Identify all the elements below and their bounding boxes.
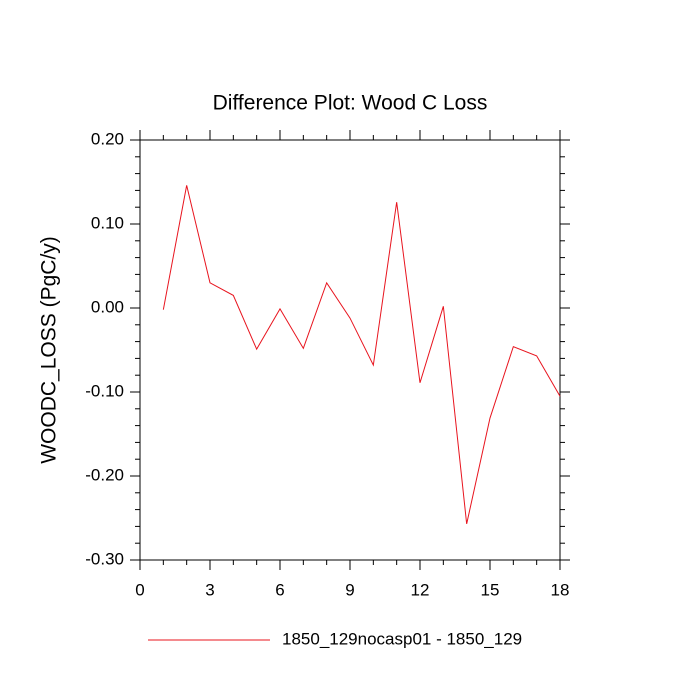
data-line (162, 185, 561, 524)
legend-label: 1850_129nocasp01 - 1850_129 (282, 629, 522, 648)
x-tick-label: 6 (275, 580, 284, 599)
y-tick-label: 0.20 (91, 129, 124, 148)
y-tick-label: -0.20 (85, 465, 124, 484)
plot-frame (139, 139, 561, 561)
y-axis-label: WOODC_LOSS (PgC/y) (38, 236, 61, 464)
x-tick-label: 15 (481, 580, 500, 599)
y-tick-label: 0.10 (91, 213, 124, 232)
y-tick-label: -0.30 (85, 549, 124, 568)
y-tick-label: -0.10 (85, 381, 124, 400)
chart-title: Difference Plot: Wood C Loss (213, 92, 488, 115)
x-tick-label: 9 (345, 580, 354, 599)
y-tick-label: 0.00 (91, 297, 124, 316)
x-tick-label: 3 (205, 580, 214, 599)
x-tick-label: 0 (135, 580, 144, 599)
x-tick-label: 18 (551, 580, 570, 599)
x-tick-label: 12 (411, 580, 430, 599)
